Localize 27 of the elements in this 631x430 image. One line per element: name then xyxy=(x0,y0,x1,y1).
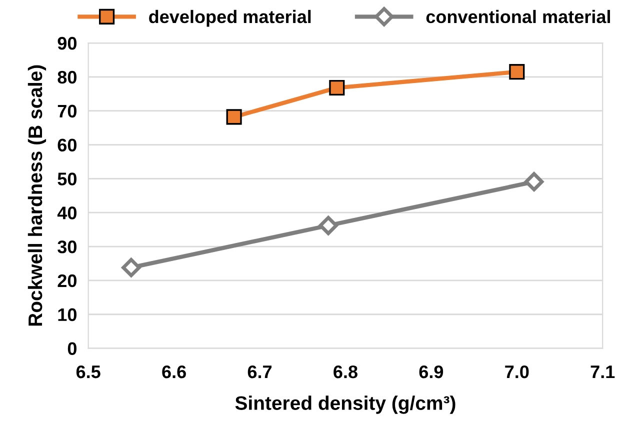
x-tick-label: 7.1 xyxy=(590,366,615,378)
point xyxy=(318,216,338,236)
x-axis-title: Sintered density (g/cm³) xyxy=(235,396,456,414)
x-tick-label: 6.7 xyxy=(248,365,272,378)
y-tick-label: 0 xyxy=(68,342,76,356)
point xyxy=(509,64,525,80)
y-tick-label: 50 xyxy=(58,172,76,186)
legend-label: developed material xyxy=(149,10,311,27)
y-tick-label: 20 xyxy=(58,274,76,288)
x-tick-label: 6.8 xyxy=(334,365,358,378)
x-tick-label: 6.9 xyxy=(419,365,444,378)
y-tick-label: 40 xyxy=(57,206,76,220)
point xyxy=(329,80,345,96)
y-axis-title: Rockwell hardness (B scale) xyxy=(28,65,46,326)
legend-label: conventional material xyxy=(426,10,610,24)
x-tick-label: 6.5 xyxy=(76,365,100,378)
y-tick-label: 80 xyxy=(58,70,76,84)
point xyxy=(122,258,141,278)
y-tick-label: 60 xyxy=(58,138,76,152)
x-tick-label: 7.0 xyxy=(505,365,529,378)
point xyxy=(524,172,544,192)
point xyxy=(226,109,242,125)
y-tick-label: 30 xyxy=(58,240,76,254)
x-tick-label: 6.6 xyxy=(162,365,186,378)
y-tick-label: 70 xyxy=(58,104,76,118)
y-tick-label: 10 xyxy=(58,308,76,322)
y-tick-label: 90 xyxy=(58,36,76,50)
